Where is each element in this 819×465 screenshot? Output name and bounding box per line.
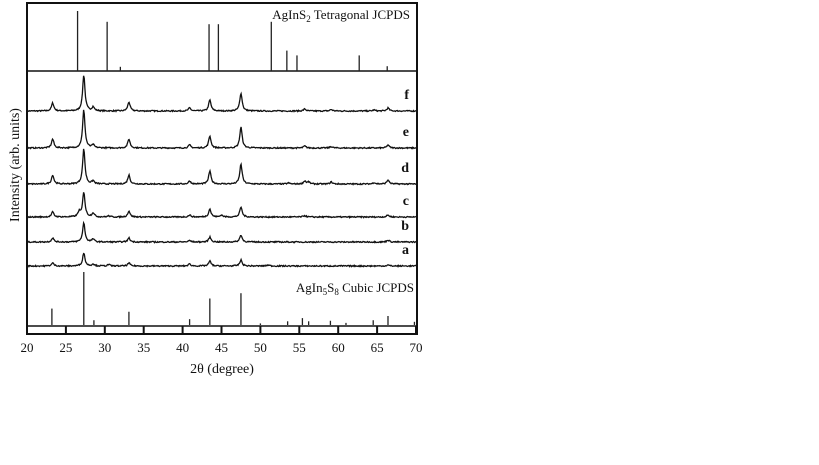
trace-label-e: e (403, 125, 409, 140)
x-tick-label: 50 (254, 340, 267, 355)
x-tick-label: 35 (137, 340, 150, 355)
trace-label-c: c (403, 194, 409, 209)
xrd-trace-d (26, 148, 417, 186)
trace-label-d: d (401, 161, 409, 176)
x-tick-label: 40 (176, 340, 189, 355)
bottom-ref-label: AgIn5S8 Cubic JCPDS (296, 280, 414, 297)
x-tick-label: 25 (59, 340, 72, 355)
x-tick-label: 55 (293, 340, 306, 355)
x-tick-label: 20 (21, 340, 34, 355)
top-ref-label: AgInS2 Tetragonal JCPDS (272, 7, 410, 24)
trace-label-b: b (401, 219, 409, 234)
xrd-trace-f (26, 75, 417, 113)
trace-label-f: f (404, 88, 409, 103)
xrd-trace-e (26, 109, 416, 150)
x-tick-label: 70 (410, 340, 423, 355)
x-tick-label: 30 (98, 340, 111, 355)
xrd-trace-a (26, 252, 417, 268)
x-tick-label: 65 (371, 340, 384, 355)
xrd-trace-c (26, 192, 417, 219)
xrd-trace-b (26, 220, 417, 244)
trace-label-a: a (402, 243, 409, 258)
x-tick-label: 60 (332, 340, 345, 355)
y-axis-label: Intensity (arb. units) (8, 108, 23, 222)
x-tick-label: 45 (215, 340, 228, 355)
x-axis-label: 2θ (degree) (190, 362, 254, 377)
